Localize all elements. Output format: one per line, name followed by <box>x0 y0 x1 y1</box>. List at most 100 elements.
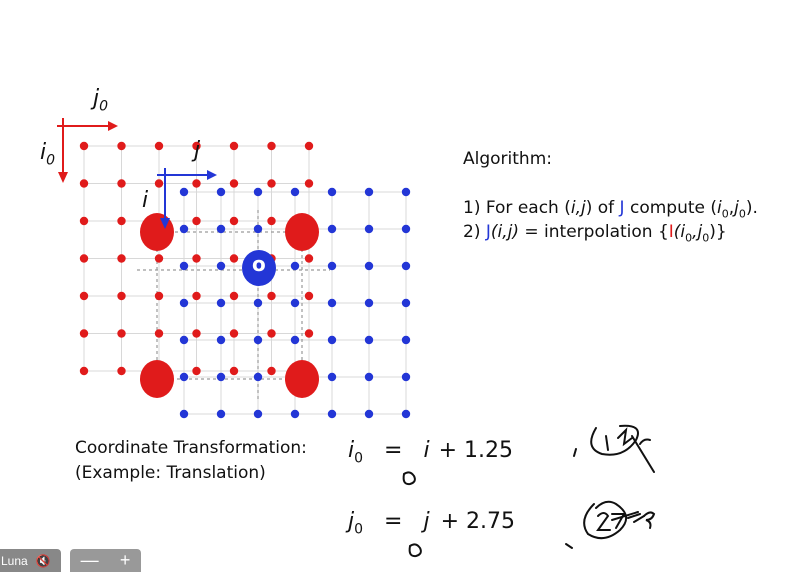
blue-point <box>364 409 374 419</box>
blue-point <box>401 409 411 419</box>
blue-point <box>290 187 300 197</box>
blue-point <box>364 335 374 345</box>
interpolation-box <box>137 210 330 400</box>
equation-j0: j0 = j + 2.75 <box>348 509 516 538</box>
red-point <box>154 141 164 151</box>
red-point <box>304 254 314 263</box>
algorithm-title: Algorithm: <box>463 149 552 169</box>
red-point <box>154 254 164 263</box>
red-point <box>304 141 314 151</box>
blue-grid-points <box>179 187 411 419</box>
red-i0-label: i0 <box>40 140 56 169</box>
red-grid-points <box>79 141 314 376</box>
blue-axes <box>157 168 217 229</box>
red-point <box>117 329 126 338</box>
red-point <box>267 179 276 188</box>
mic-muted-icon[interactable]: 🔇 <box>35 553 51 568</box>
blue-point <box>364 187 374 197</box>
red-point <box>117 366 126 376</box>
blue-point <box>327 261 337 271</box>
blue-point <box>364 224 374 234</box>
red-point <box>79 216 89 226</box>
blue-point <box>216 298 226 308</box>
blue-i-label: i <box>142 188 149 213</box>
red-point <box>79 141 89 151</box>
blue-point <box>253 335 263 345</box>
blue-point <box>327 409 337 419</box>
red-point <box>267 366 276 376</box>
blue-point <box>179 335 189 345</box>
blue-point <box>401 298 411 308</box>
blue-point <box>364 372 374 382</box>
neighbor-point <box>285 213 319 251</box>
red-point <box>229 216 239 226</box>
target-point <box>242 250 276 286</box>
blue-point <box>253 372 263 382</box>
neighbor-points <box>140 213 319 398</box>
red-point <box>192 141 201 151</box>
presenter-name: Luna <box>1 553 28 568</box>
red-point <box>79 179 89 188</box>
neighbor-point <box>140 360 174 398</box>
neighbor-point <box>285 360 319 398</box>
red-axes <box>57 118 118 183</box>
blue-point <box>401 187 411 197</box>
blue-point <box>327 187 337 197</box>
blue-point <box>179 187 189 197</box>
blue-point <box>253 187 263 197</box>
red-point <box>79 291 89 301</box>
zoom-controls: — + <box>70 549 141 572</box>
red-point <box>117 141 126 151</box>
blue-point <box>290 335 300 345</box>
red-point <box>192 179 201 188</box>
red-point <box>267 216 276 226</box>
red-point <box>79 254 89 263</box>
red-point <box>117 254 126 263</box>
red-point <box>304 291 314 301</box>
red-j0-label: j0 <box>93 86 109 115</box>
algorithm-step-2: 2) J(i,j) = interpolation {I(i0,j0)} <box>463 222 727 245</box>
red-point <box>192 329 201 338</box>
blue-point <box>253 409 263 419</box>
blue-point <box>179 298 189 308</box>
blue-point <box>216 187 226 197</box>
red-point <box>267 329 276 338</box>
red-point <box>267 141 276 151</box>
red-point <box>229 291 239 301</box>
blue-point <box>327 372 337 382</box>
handwritten-notes <box>402 424 656 558</box>
blue-point <box>401 261 411 271</box>
blue-point <box>253 224 263 234</box>
blue-point <box>327 298 337 308</box>
blue-point <box>290 298 300 308</box>
red-point <box>229 329 239 338</box>
blue-point <box>327 335 337 345</box>
blue-point <box>290 409 300 419</box>
red-point <box>192 291 201 301</box>
algorithm-step-1: 1) For each (i,j) of J compute (i0,j0). <box>463 198 758 221</box>
red-point <box>117 216 126 226</box>
blue-point <box>290 261 300 271</box>
red-point <box>154 329 164 338</box>
red-point <box>154 291 164 301</box>
blue-point <box>253 298 263 308</box>
red-point <box>267 291 276 301</box>
zoom-out-button[interactable]: — <box>80 550 99 570</box>
blue-point <box>401 224 411 234</box>
red-point <box>154 179 164 188</box>
zoom-in-button[interactable]: + <box>119 550 131 570</box>
red-point <box>192 366 201 376</box>
blue-point <box>179 409 189 419</box>
red-point <box>117 179 126 188</box>
translation-example-label: (Example: Translation) <box>75 463 266 483</box>
blue-point <box>216 372 226 382</box>
blue-point <box>179 261 189 271</box>
red-point <box>79 329 89 338</box>
red-point <box>79 366 89 376</box>
center-point-label: o <box>252 252 266 276</box>
red-point <box>192 254 201 263</box>
red-point <box>229 141 239 151</box>
blue-point <box>364 261 374 271</box>
blue-point <box>216 335 226 345</box>
